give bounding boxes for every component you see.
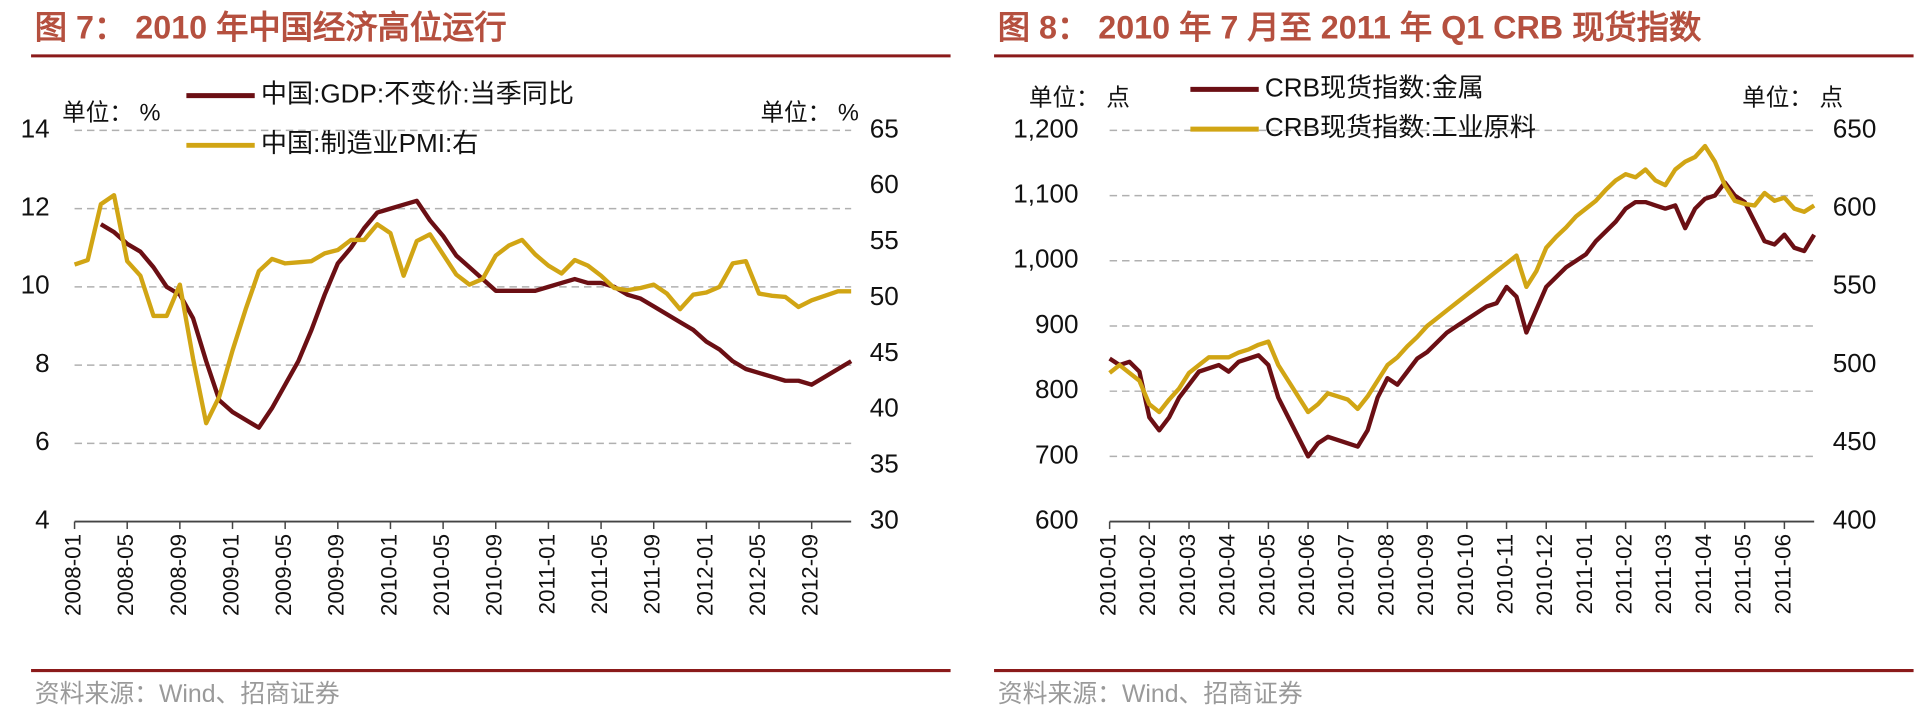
- y-unit: 单位： 点: [1029, 85, 1130, 112]
- legend-label: 中国:GDP:不变价:当季同比: [261, 79, 574, 109]
- x-tick-label: 2008-05: [113, 534, 138, 616]
- y2-tick-label: 500: [1833, 348, 1877, 378]
- y-tick-label: 8: [35, 348, 50, 378]
- y-tick-label: 1,200: [1013, 113, 1078, 143]
- y2-tick-label: 450: [1833, 426, 1877, 456]
- x-tick-label: 2011-01: [1572, 534, 1597, 614]
- series-line: [1108, 180, 1817, 459]
- y2-tick-label: 55: [870, 225, 899, 255]
- y2-tick-label: 650: [1833, 113, 1877, 143]
- y2-tick-label: 50: [870, 281, 899, 311]
- y-tick-label: 700: [1035, 439, 1079, 469]
- y2-tick-label: 400: [1833, 504, 1877, 534]
- x-tick-label: 2012-09: [798, 534, 823, 616]
- y2-tick-label: 550: [1833, 270, 1877, 300]
- y-tick-label: 1,100: [1013, 178, 1078, 208]
- x-tick-label: 2009-05: [271, 534, 296, 616]
- legend-label: CRB现货指数:金属: [1265, 72, 1484, 102]
- x-tick-label: 2011-09: [640, 534, 665, 614]
- series-line: [73, 193, 852, 426]
- y2-unit: 单位： 点: [1742, 85, 1843, 112]
- x-tick-label: 2010-10: [1453, 534, 1478, 616]
- x-tick-label: 2011-06: [1770, 534, 1795, 614]
- legend-label: 中国:制造业PMI:右: [261, 128, 478, 158]
- y2-tick-label: 40: [870, 393, 899, 423]
- y-tick-label: 1,000: [1013, 244, 1078, 274]
- y-tick-label: 14: [21, 113, 50, 143]
- x-tick-label: 2012-01: [692, 534, 717, 616]
- x-tick-label: 2010-02: [1135, 534, 1160, 616]
- x-tick-label: 2010-09: [482, 534, 507, 616]
- x-tick-label: 2010-01: [376, 534, 401, 616]
- x-tick-label: 2010-04: [1215, 534, 1240, 616]
- y-tick-label: 4: [35, 504, 50, 534]
- y2-tick-label: 65: [870, 113, 899, 143]
- x-tick-label: 2008-09: [166, 534, 191, 616]
- y-tick-label: 10: [21, 270, 50, 300]
- x-tick-label: 2011-03: [1651, 534, 1676, 614]
- y-tick-label: 12: [21, 192, 50, 222]
- series-line: [1108, 143, 1816, 415]
- chart-title: 图 8： 2010 年 7 月至 2011 年 Q1 CRB 现货指数: [998, 9, 1702, 45]
- chart-title: 图 7： 2010 年中国经济高位运行: [35, 9, 507, 45]
- x-tick-label: 2011-01: [534, 534, 559, 614]
- x-tick-label: 2011-02: [1612, 534, 1637, 614]
- y2-tick-label: 30: [870, 504, 899, 534]
- y-tick-label: 800: [1035, 374, 1079, 404]
- x-tick-label: 2008-01: [60, 534, 85, 616]
- y-tick-label: 6: [35, 426, 50, 456]
- x-tick-label: 2010-06: [1294, 534, 1319, 616]
- x-tick-label: 2009-01: [218, 534, 243, 616]
- series-line: [99, 198, 853, 430]
- y-unit: 单位： %: [62, 99, 160, 126]
- x-tick-label: 2012-05: [745, 534, 770, 616]
- x-tick-label: 2010-08: [1373, 534, 1398, 616]
- x-tick-label: 2011-05: [587, 534, 612, 614]
- y2-tick-label: 60: [870, 169, 899, 199]
- y2-tick-label: 45: [870, 337, 899, 367]
- x-tick-label: 2010-05: [1254, 534, 1279, 616]
- x-tick-label: 2011-04: [1691, 534, 1716, 614]
- y2-tick-label: 35: [870, 449, 899, 479]
- y2-tick-label: 600: [1833, 192, 1877, 222]
- x-tick-label: 2010-03: [1175, 534, 1200, 616]
- y-tick-label: 600: [1035, 504, 1079, 534]
- legend-label: CRB现货指数:工业原料: [1265, 112, 1536, 142]
- source-note: 资料来源：Wind、招商证券: [35, 680, 340, 708]
- x-tick-label: 2010-07: [1334, 534, 1359, 616]
- x-tick-label: 2009-09: [324, 534, 349, 616]
- x-tick-label: 2010-05: [429, 534, 454, 616]
- x-tick-label: 2010-09: [1413, 534, 1438, 616]
- y2-unit: 单位： %: [760, 99, 858, 126]
- y-tick-label: 900: [1035, 309, 1079, 339]
- x-tick-label: 2010-12: [1532, 534, 1557, 616]
- x-tick-label: 2011-05: [1731, 534, 1756, 614]
- x-tick-label: 2010-01: [1096, 534, 1121, 616]
- source-note: 资料来源：Wind、招商证券: [998, 680, 1303, 708]
- x-tick-label: 2010-11: [1492, 534, 1517, 614]
